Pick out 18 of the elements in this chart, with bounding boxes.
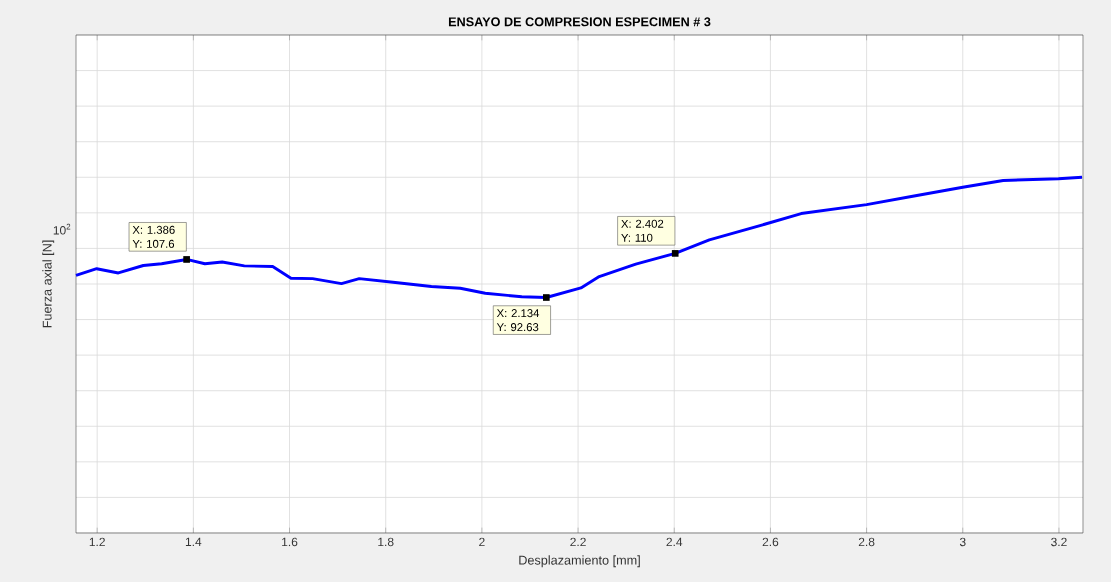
x-tick-label: 1.4 <box>185 537 202 546</box>
x-tick-label: 3 <box>959 537 966 547</box>
annotation: X: 2.134 Y: 92.63 <box>496 309 540 332</box>
x-tick-label: 2.8 <box>858 537 875 547</box>
annotation: X: 1.386 Y: 107.6 <box>132 225 175 248</box>
x-tick-label: 1.6 <box>282 537 298 547</box>
x-tick-label: 1.2 <box>89 537 105 547</box>
x-axis-title: Desplazamiento [mm] <box>519 555 640 568</box>
x-tick-label: 1.8 <box>378 537 394 547</box>
y-axis-title: Fuerza axial [N] <box>42 240 55 328</box>
x-tick-label: 2.6 <box>762 537 779 547</box>
x-tick-label: 2 <box>479 537 485 547</box>
annotation: X: 2.402 Y: 110 <box>621 219 664 242</box>
text: 10$^{2}$ <box>53 223 71 235</box>
x-tick-label: 3.2 <box>1051 537 1067 547</box>
x-tick-label: 2.2 <box>570 537 586 547</box>
chart-title: ENSAYO DE COMPRESION ESPECIMEN # 3 <box>448 17 711 27</box>
x-tick-label: 2.4 <box>666 537 683 547</box>
